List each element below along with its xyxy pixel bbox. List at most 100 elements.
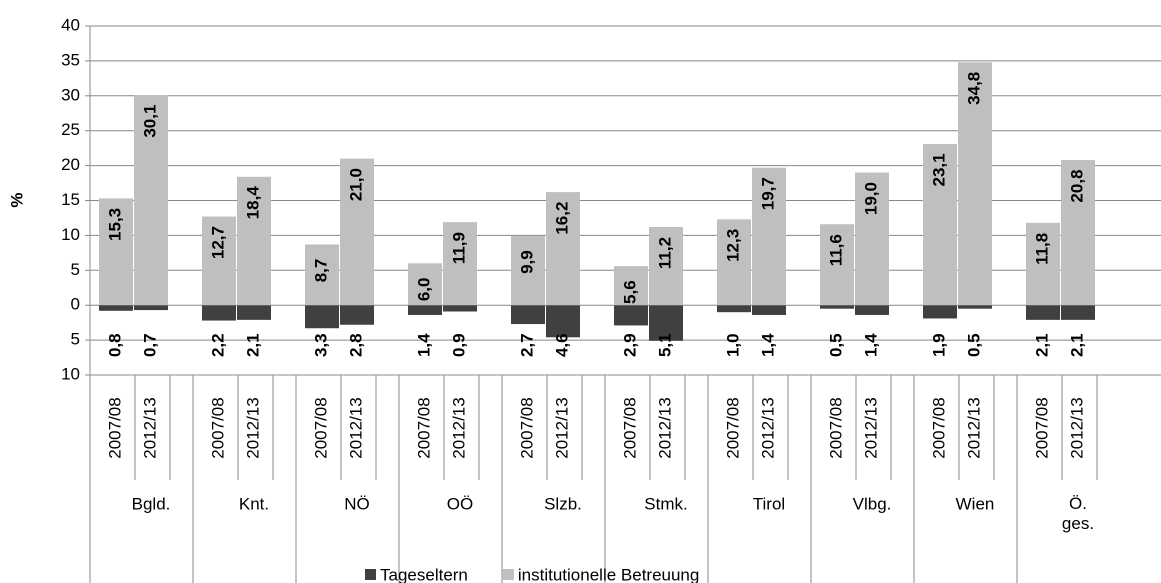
value-label: 2,1 [1032, 333, 1051, 357]
x-tick-label: 2007/08 [414, 397, 433, 458]
bar [752, 305, 786, 315]
group-label: Vlbg. [853, 494, 892, 513]
value-label: 0,7 [140, 333, 159, 357]
value-label: 19,0 [861, 182, 880, 215]
y-tick-label: 0 [71, 295, 80, 314]
value-label: 15,3 [105, 208, 124, 241]
value-label: 11,2 [655, 237, 674, 269]
x-tick-label: 2007/08 [208, 397, 227, 458]
value-label: 34,8 [964, 72, 983, 105]
x-tick-label: 2012/13 [243, 397, 262, 458]
value-label: 12,3 [723, 229, 742, 262]
value-label: 0,9 [449, 333, 468, 357]
value-label: 2,2 [208, 333, 227, 357]
x-tick-label: 2012/13 [758, 397, 777, 458]
value-label: 21,0 [346, 168, 365, 201]
bar [511, 236, 545, 306]
value-label: 0,5 [826, 333, 845, 357]
value-label: 1,4 [414, 333, 433, 357]
value-label: 2,8 [346, 333, 365, 357]
value-label: 18,4 [243, 186, 262, 220]
bar [408, 263, 442, 306]
bar [752, 167, 786, 306]
y-tick-label: 25 [61, 120, 80, 139]
legend-swatch [365, 569, 376, 580]
group-label: Slzb. [544, 494, 582, 513]
x-tick-label: 2007/08 [1032, 397, 1051, 458]
bar [614, 266, 648, 306]
legend-label: institutionelle Betreuung [518, 565, 699, 583]
y-tick-label: 5 [71, 260, 80, 279]
bar [717, 219, 751, 306]
value-label: 6,0 [414, 277, 433, 301]
x-tick-label: 2012/13 [964, 397, 983, 458]
group-label: Ö. ges. [1062, 494, 1094, 533]
value-label: 30,1 [140, 105, 159, 138]
group-label: Knt. [239, 494, 269, 513]
bar [237, 176, 271, 306]
bar [99, 305, 133, 311]
bar [820, 224, 854, 306]
x-tick-label: 2012/13 [655, 397, 674, 458]
value-label: 11,8 [1032, 233, 1051, 265]
bar [820, 305, 854, 309]
bar [1061, 160, 1095, 306]
group-label: Tirol [753, 494, 785, 513]
legend-label: Tageseltern [380, 565, 468, 583]
value-label: 20,8 [1067, 169, 1086, 202]
bar [408, 305, 442, 315]
y-tick-label: 35 [61, 50, 80, 69]
x-tick-label: 2007/08 [929, 397, 948, 458]
x-tick-label: 2007/08 [723, 397, 742, 458]
value-label: 11,6 [826, 234, 845, 266]
bar [717, 305, 751, 313]
bar [443, 305, 477, 312]
bar [958, 62, 992, 306]
value-label: 8,7 [311, 259, 330, 283]
value-label: 1,4 [758, 333, 777, 357]
x-tick-label: 2012/13 [140, 397, 159, 458]
value-label: 5,6 [620, 280, 639, 304]
bar [546, 305, 580, 338]
value-label: 0,5 [964, 333, 983, 357]
x-tick-label: 2007/08 [620, 397, 639, 458]
x-tick-label: 2007/08 [105, 397, 124, 458]
bar [649, 305, 683, 341]
group-label: Wien [956, 494, 995, 513]
bar [305, 305, 339, 329]
bar [134, 95, 168, 306]
group-label: OÖ [447, 494, 473, 513]
x-tick-label: 2007/08 [826, 397, 845, 458]
bar [1061, 305, 1095, 320]
value-label: 4,6 [552, 333, 571, 357]
x-tick-label: 2012/13 [552, 397, 571, 458]
group-label: Bgld. [132, 494, 171, 513]
bar [958, 305, 992, 309]
bar [305, 244, 339, 306]
group-label: NÖ [344, 494, 370, 513]
bar [855, 305, 889, 315]
bar [99, 198, 133, 306]
bar [1026, 305, 1060, 320]
bar [202, 305, 236, 321]
value-label: 11,9 [449, 232, 468, 264]
value-label: 1,4 [861, 333, 880, 357]
y-tick-label: 5 [71, 330, 80, 349]
bar [340, 158, 374, 306]
value-label: 2,9 [620, 333, 639, 357]
bar [511, 305, 545, 325]
bar [923, 305, 957, 319]
x-tick-label: 2012/13 [449, 397, 468, 458]
y-tick-label: 20 [61, 155, 80, 174]
y-tick-label: 10 [61, 364, 80, 383]
x-tick-label: 2007/08 [517, 397, 536, 458]
y-tick-label: 40 [61, 15, 80, 34]
y-axis-label: % [7, 192, 26, 207]
y-tick-label: 30 [61, 85, 80, 104]
bar [1026, 222, 1060, 306]
x-tick-label: 2012/13 [1067, 397, 1086, 458]
value-label: 2,1 [1067, 333, 1086, 357]
y-tick-label: 15 [61, 190, 80, 209]
bar [923, 143, 957, 306]
